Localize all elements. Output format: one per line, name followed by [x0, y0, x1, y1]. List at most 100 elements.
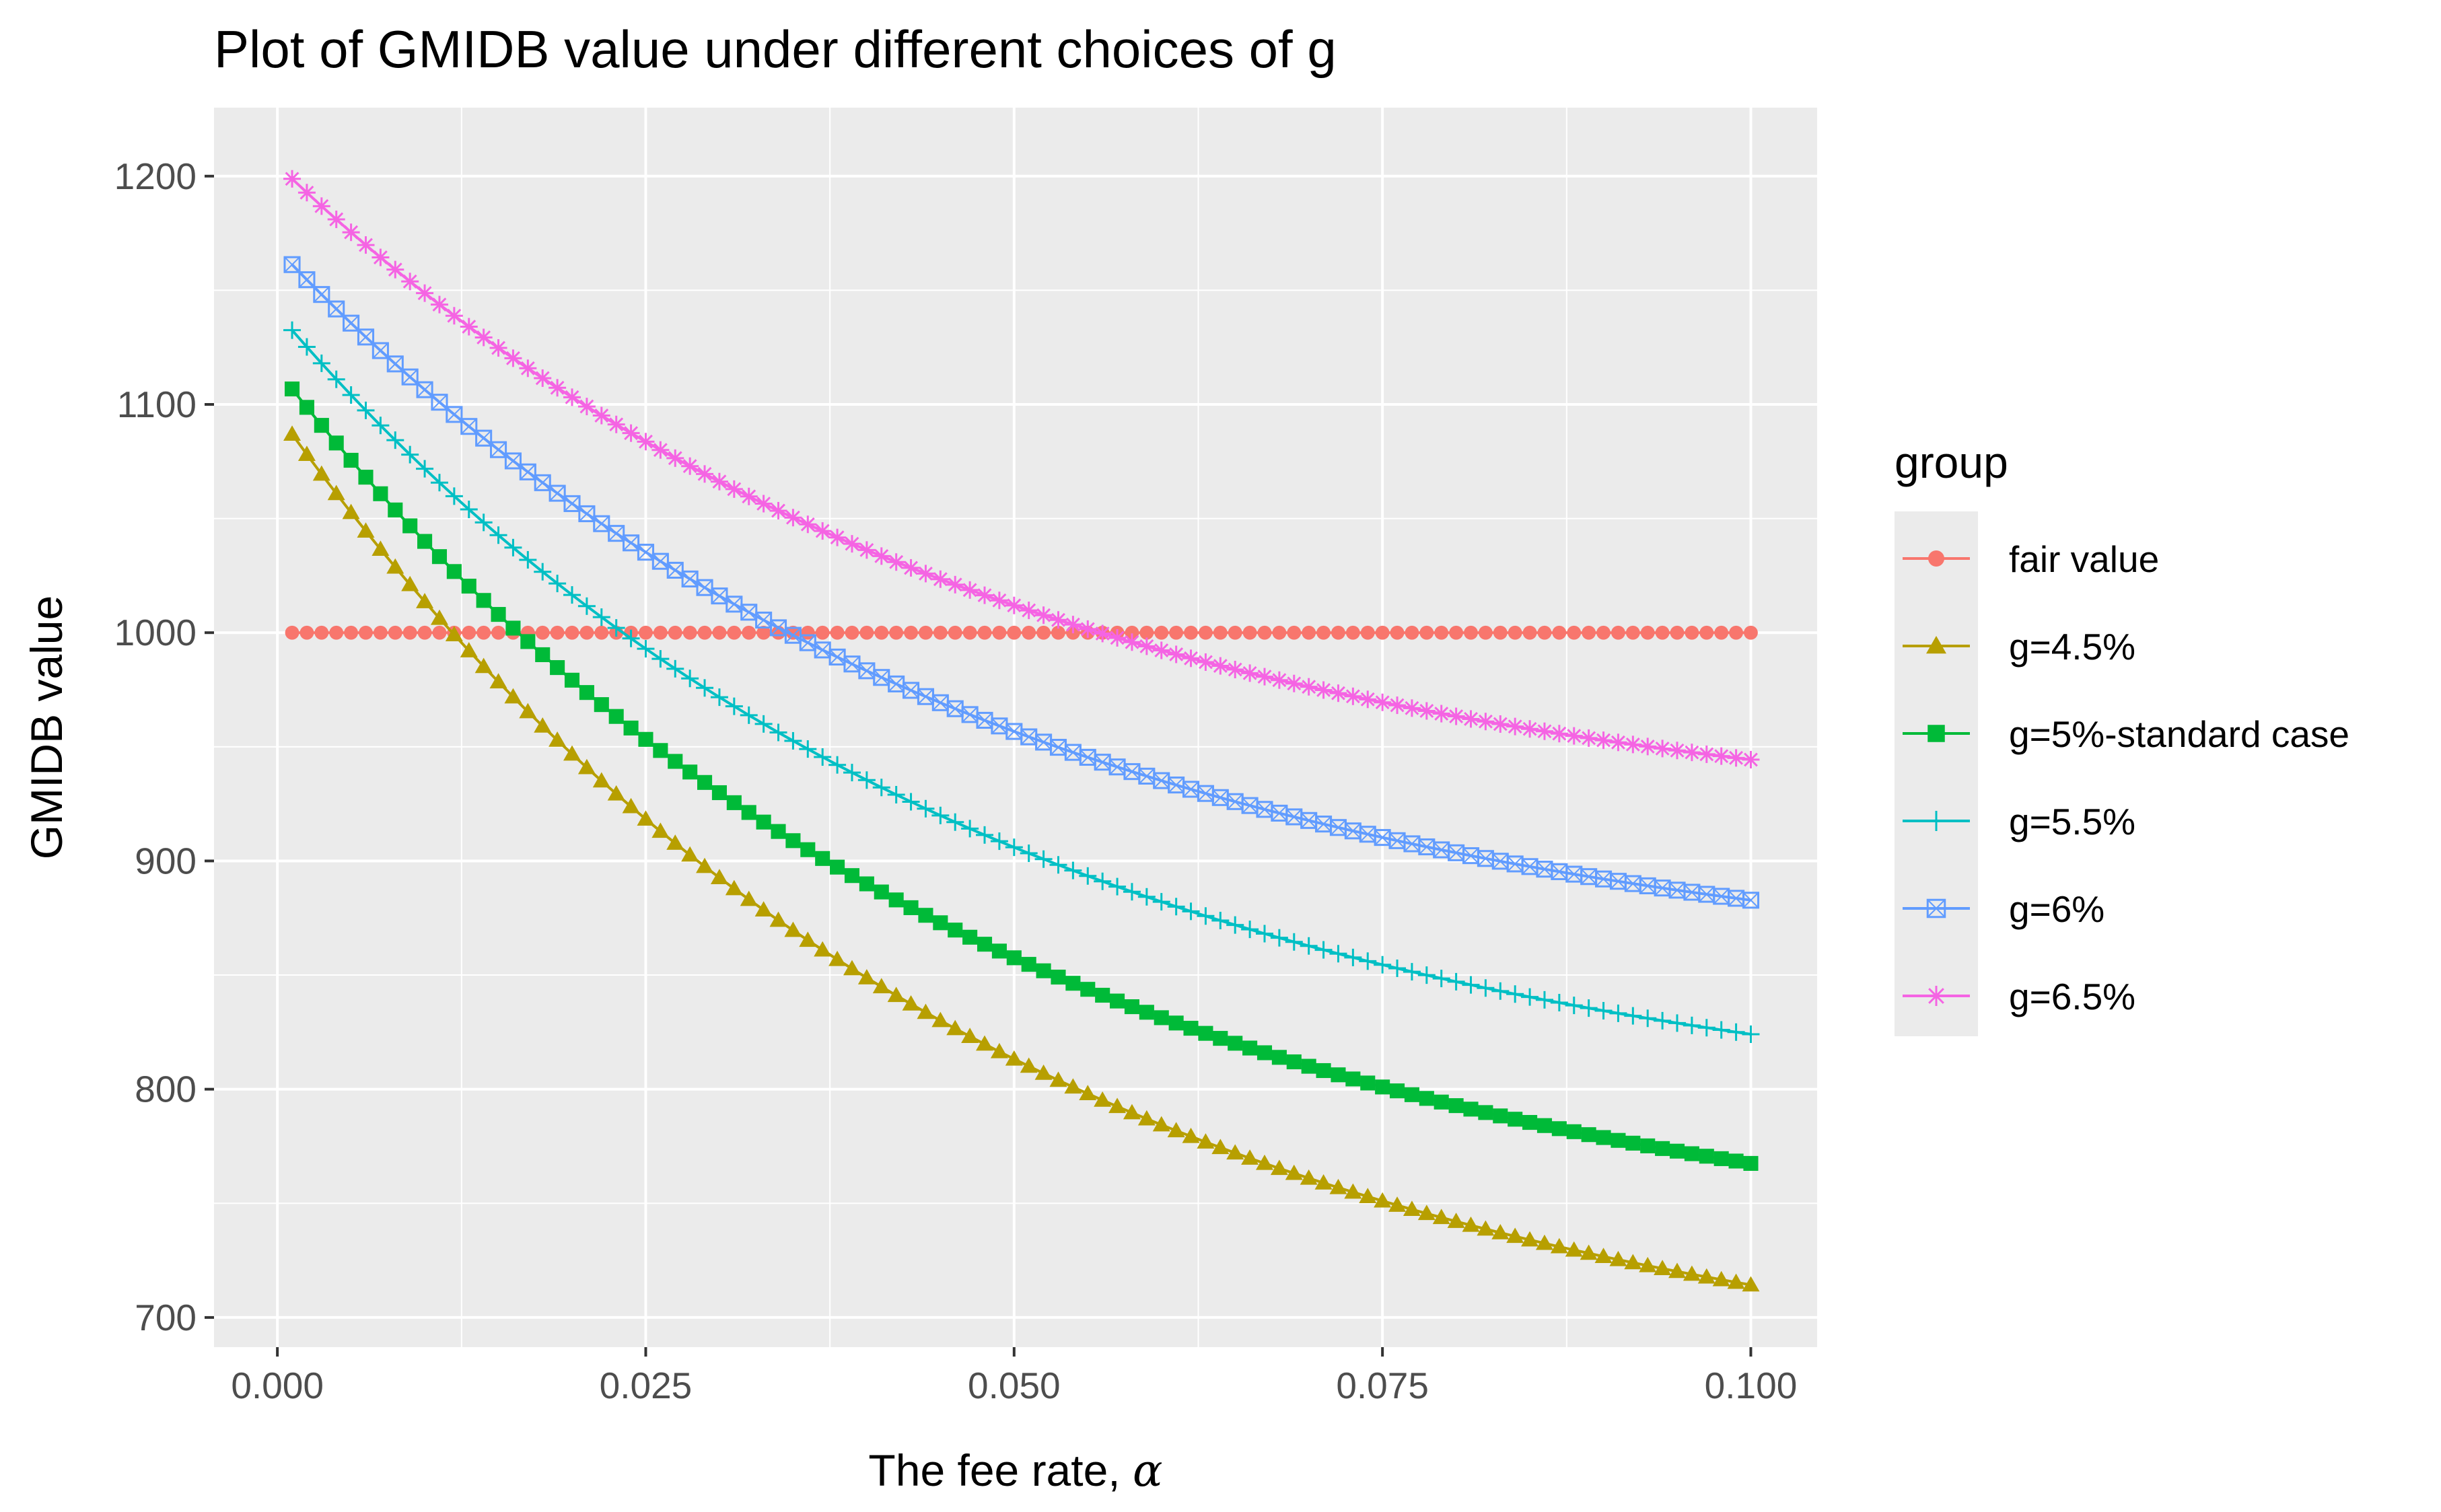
data-point [1594, 1248, 1613, 1264]
data-point [386, 355, 404, 373]
data-point [726, 795, 742, 810]
data-point [1154, 1010, 1169, 1025]
data-point [1493, 625, 1508, 640]
data-point [651, 552, 669, 570]
data-point [1005, 596, 1023, 614]
data-point [727, 625, 742, 640]
data-point [372, 342, 389, 359]
data-point [577, 398, 596, 416]
data-point [1713, 1151, 1729, 1166]
data-point [327, 370, 345, 388]
data-point [1477, 713, 1495, 731]
data-point [857, 541, 876, 559]
data-point [1640, 1138, 1656, 1153]
legend-label: g=6% [2009, 888, 2104, 930]
data-point [1491, 715, 1510, 733]
data-point [445, 626, 463, 642]
y-tick-label: 900 [135, 840, 197, 881]
x-axis-title-symbol: α [1133, 1445, 1163, 1497]
data-point [1655, 1141, 1670, 1156]
data-point [1123, 633, 1141, 651]
data-point [416, 284, 434, 302]
data-point [681, 846, 699, 862]
data-point [1255, 668, 1273, 686]
data-point [845, 625, 859, 640]
data-point [1022, 625, 1036, 640]
data-point [343, 452, 359, 468]
data-point [388, 625, 402, 640]
data-point [990, 1042, 1008, 1058]
data-point [622, 629, 640, 647]
data-point [1241, 921, 1259, 939]
data-point [445, 307, 463, 325]
data-point [1567, 625, 1582, 640]
data-point [1360, 1075, 1376, 1091]
data-point [1094, 624, 1112, 643]
data-point [990, 591, 1008, 610]
data-point [1727, 749, 1745, 767]
data-point [1625, 1135, 1641, 1151]
data-point [312, 197, 330, 215]
data-point [1211, 657, 1230, 675]
data-point [1432, 1209, 1450, 1225]
data-point [312, 354, 330, 372]
data-point [1668, 1014, 1687, 1032]
data-point [1110, 993, 1125, 1009]
data-point [327, 210, 345, 228]
data-point [1729, 625, 1743, 640]
y-tick-label: 1100 [117, 384, 197, 425]
data-point [592, 772, 610, 788]
legend-key-marker [1926, 636, 1946, 654]
data-point [565, 625, 579, 640]
data-point [1611, 1132, 1626, 1148]
data-point [1064, 861, 1082, 879]
data-point [475, 429, 493, 447]
data-point [1123, 883, 1141, 901]
data-point [1272, 625, 1287, 640]
data-point [1417, 966, 1436, 984]
y-tick-label: 800 [135, 1069, 197, 1110]
data-point [668, 625, 682, 640]
data-point [740, 890, 758, 906]
data-point [1417, 702, 1436, 720]
series-line [291, 433, 1751, 1287]
data-point [681, 670, 699, 688]
data-point [297, 445, 316, 462]
data-point [1167, 898, 1185, 916]
data-point [754, 901, 773, 917]
data-point [904, 625, 918, 640]
data-point [1535, 722, 1553, 740]
data-point [637, 640, 655, 658]
data-point [462, 625, 476, 640]
legend-key-marker [1926, 986, 1946, 1006]
data-point [1491, 1223, 1510, 1239]
data-point [489, 526, 507, 544]
data-point [1137, 1110, 1156, 1126]
data-point [843, 960, 861, 976]
data-point [577, 758, 596, 775]
data-point [594, 625, 609, 640]
data-point [1521, 988, 1539, 1006]
data-point [1640, 625, 1655, 640]
data-point [1375, 625, 1390, 640]
data-point [476, 625, 491, 640]
data-point [1552, 625, 1567, 640]
data-point [962, 929, 978, 945]
data-point [1434, 625, 1449, 640]
data-point [329, 625, 344, 640]
data-point [814, 522, 832, 540]
data-point [372, 248, 390, 266]
data-point [814, 941, 832, 957]
data-point [489, 441, 507, 458]
data-point [550, 625, 565, 640]
data-point [1065, 976, 1081, 991]
data-point [696, 857, 714, 873]
data-point [962, 625, 977, 640]
data-point [1535, 1234, 1553, 1250]
data-point [549, 379, 567, 397]
data-point [948, 625, 962, 640]
data-point [1302, 625, 1316, 640]
data-point [328, 300, 345, 318]
data-point [1301, 1058, 1316, 1074]
data-point [844, 868, 860, 884]
